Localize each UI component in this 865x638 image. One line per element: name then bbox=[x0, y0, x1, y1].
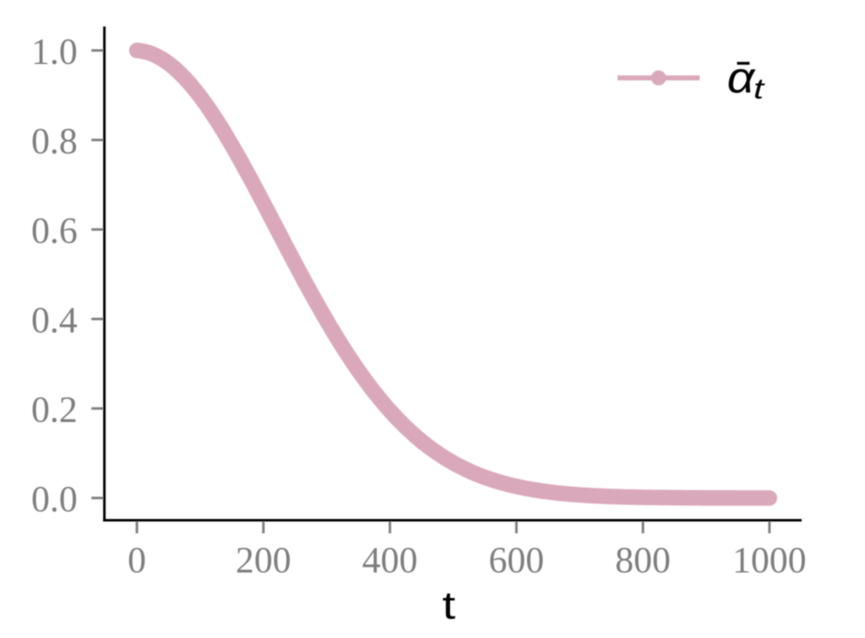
svg-text:1.0: 1.0 bbox=[31, 32, 77, 73]
svg-text:800: 800 bbox=[615, 540, 671, 581]
svg-text:0.2: 0.2 bbox=[31, 390, 77, 431]
svg-text:600: 600 bbox=[489, 540, 545, 581]
svg-text:400: 400 bbox=[362, 540, 418, 581]
svg-text:0.6: 0.6 bbox=[31, 211, 77, 252]
svg-text:0.4: 0.4 bbox=[31, 300, 77, 341]
svg-text:0.0: 0.0 bbox=[31, 479, 77, 520]
svg-text:α: α bbox=[727, 53, 756, 102]
svg-text:0.8: 0.8 bbox=[31, 121, 77, 162]
svg-text:0: 0 bbox=[128, 540, 147, 581]
svg-text:200: 200 bbox=[236, 540, 292, 581]
svg-text:t: t bbox=[442, 585, 455, 628]
svg-text:t: t bbox=[753, 73, 765, 105]
svg-text:1000: 1000 bbox=[732, 540, 806, 581]
